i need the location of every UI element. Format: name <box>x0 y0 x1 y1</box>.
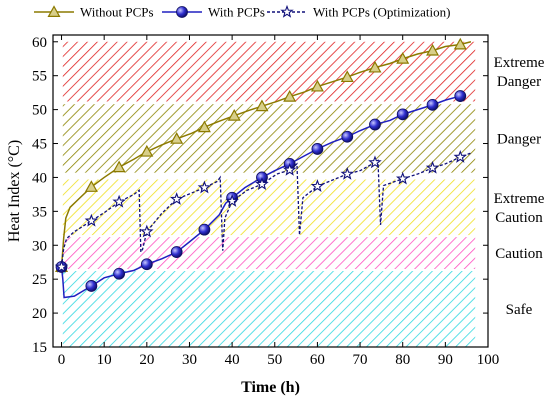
x-tick-label: 10 <box>97 352 112 368</box>
series-line <box>60 95 461 299</box>
x-tick-label: 90 <box>438 352 453 368</box>
legend-label: With PCPs <box>208 5 265 20</box>
zone-label: Extreme <box>494 191 545 207</box>
y-tick-label: 45 <box>32 137 47 153</box>
y-tick-label: 35 <box>32 204 47 220</box>
x-tick-label: 80 <box>395 352 410 368</box>
series-layer <box>54 37 472 299</box>
data-point <box>454 90 467 102</box>
data-point <box>453 150 468 163</box>
data-point <box>311 143 324 155</box>
zone-label: Caution <box>495 246 543 262</box>
data-point <box>197 120 211 133</box>
axes-layer: 0 10 20 30 40 50 60 70 80 90 100 15 20 25 30 35 40 45 50 55… <box>6 34 500 396</box>
data-point <box>425 160 440 174</box>
zone-label: Safe <box>506 302 533 318</box>
data-point <box>170 246 183 258</box>
zone-caution <box>62 237 476 269</box>
legend-entry: Without PCPs <box>34 5 154 20</box>
zone-label: Danger <box>497 131 541 147</box>
data-point <box>280 4 294 18</box>
data-point <box>84 213 99 227</box>
data-point <box>140 258 153 271</box>
data-point <box>341 130 354 143</box>
data-point <box>54 259 69 273</box>
data-point <box>368 155 382 169</box>
data-point <box>310 179 325 192</box>
data-point <box>47 5 61 17</box>
y-tick-label: 25 <box>32 272 47 288</box>
data-point <box>340 166 355 180</box>
data-point <box>198 223 211 236</box>
x-tick-label: 70 <box>353 352 368 368</box>
data-point <box>340 70 354 83</box>
series-3 <box>54 150 472 273</box>
y-tick-label: 30 <box>32 238 47 254</box>
data-point <box>255 177 269 190</box>
y-tick-label: 20 <box>32 306 47 322</box>
data-point <box>283 89 297 102</box>
data-point <box>255 99 269 112</box>
legend-label: With PCPs (Optimization) <box>313 5 450 20</box>
zone-labels: Extreme Danger Danger Extreme Caution Caution… <box>494 55 545 318</box>
legend-label: Without PCPs <box>80 5 154 20</box>
zone-label: Extreme <box>494 55 545 71</box>
zone-label: Caution <box>495 210 543 226</box>
zone-extreme-danger <box>62 41 476 102</box>
data-point <box>395 171 410 185</box>
data-point <box>112 194 126 208</box>
data-point <box>176 6 188 18</box>
x-axis-label: Time (h) <box>241 379 300 396</box>
zone-extreme-caution <box>62 179 476 236</box>
y-tick-label: 60 <box>32 35 47 51</box>
y-tick-label: 50 <box>32 103 47 119</box>
data-point <box>426 43 440 56</box>
series-line <box>60 152 472 268</box>
zone-danger <box>62 104 476 173</box>
data-point <box>140 224 154 238</box>
zones-layer <box>62 41 476 347</box>
data-point <box>310 79 324 92</box>
zone-safe <box>62 271 476 347</box>
x-tick-label: 100 <box>477 352 500 368</box>
data-point <box>396 108 409 121</box>
x-tick-label: 30 <box>182 352 197 368</box>
y-tick-label: 15 <box>32 340 47 356</box>
y-axis-label: Heat Index (°C) <box>6 140 23 242</box>
data-point <box>112 160 126 173</box>
plot-frame <box>52 34 489 348</box>
data-point <box>170 132 184 144</box>
x-tick-label: 40 <box>225 352 240 368</box>
data-point <box>169 192 184 205</box>
data-point <box>225 194 239 207</box>
x-tick-label: 0 <box>58 352 66 368</box>
x-tick-label: 20 <box>139 352 154 368</box>
data-point <box>113 267 126 280</box>
data-point <box>85 280 98 292</box>
data-point <box>84 180 98 192</box>
data-point <box>282 162 297 176</box>
data-point <box>227 108 241 121</box>
zone-label: Danger <box>497 74 541 90</box>
data-point <box>396 52 410 64</box>
data-point <box>368 60 382 73</box>
y-tick-label: 55 <box>32 69 47 85</box>
x-tick-label: 50 <box>267 352 282 368</box>
series-2 <box>55 90 467 299</box>
data-point <box>140 144 154 157</box>
y-tick-label: 40 <box>32 170 47 186</box>
data-point <box>426 98 439 111</box>
legend-entry: With PCPs <box>162 5 265 20</box>
data-point <box>369 118 381 131</box>
data-point <box>453 37 467 50</box>
legend-entry: With PCPs (Optimization) <box>267 5 450 20</box>
data-point <box>197 180 212 194</box>
x-tick-label: 60 <box>310 352 325 368</box>
legend: Without PCPs With PCPs With PCPs (Optimiza… <box>34 5 450 20</box>
series-1 <box>55 37 472 272</box>
